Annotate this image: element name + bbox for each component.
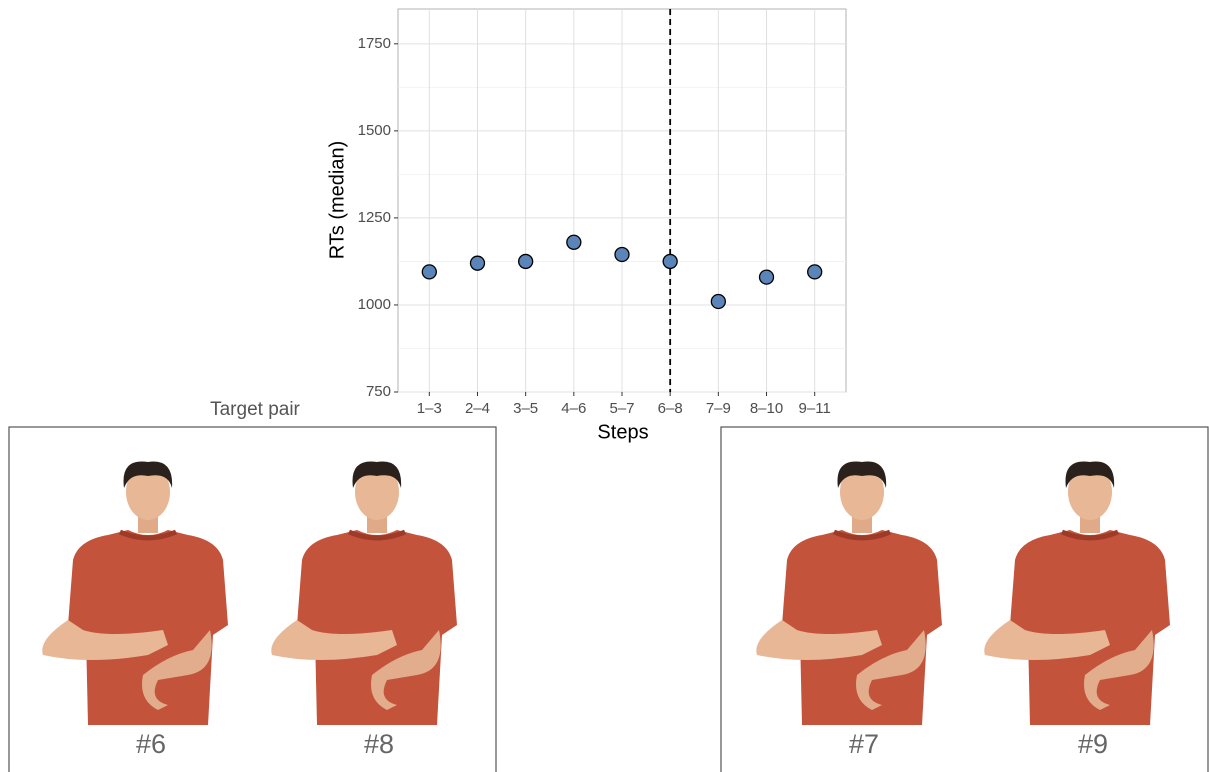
avatar bbox=[271, 462, 457, 725]
y-tick-label: 1250 bbox=[358, 209, 391, 226]
panel-box bbox=[8, 426, 497, 772]
point bbox=[518, 253, 534, 270]
avatar bbox=[756, 462, 942, 725]
point bbox=[710, 293, 726, 310]
x-tick-label: 5–7 bbox=[609, 400, 634, 417]
x-axis-title: Steps bbox=[597, 421, 648, 443]
stimulus-label: #9 bbox=[1078, 729, 1108, 759]
y-tick-label: 1500 bbox=[358, 122, 391, 139]
point bbox=[469, 255, 486, 271]
chart: 750 1000 1250 1500 1750 1–3 2–4 3–5 4–6 5–7 6–8 7–9… bbox=[358, 9, 846, 417]
point bbox=[614, 246, 630, 263]
x-tick-label: 7–9 bbox=[706, 400, 731, 417]
y-tick-label: 1750 bbox=[358, 35, 391, 52]
point bbox=[421, 264, 437, 280]
point bbox=[807, 264, 823, 280]
avatar bbox=[42, 462, 228, 725]
x-tick-label: 2–4 bbox=[465, 400, 490, 417]
panel-box bbox=[720, 426, 1209, 772]
stimulus-label: #8 bbox=[364, 729, 394, 759]
panel-title: Target pair bbox=[210, 399, 300, 420]
y-tick-label: 1000 bbox=[358, 296, 391, 313]
x-tick-label: 9–11 bbox=[799, 400, 831, 417]
stimulus-label: #6 bbox=[136, 729, 166, 759]
point bbox=[566, 234, 582, 250]
avatar bbox=[984, 462, 1170, 725]
point bbox=[758, 269, 775, 285]
stimulus-label: #7 bbox=[849, 729, 879, 759]
x-tick-label: 3–5 bbox=[513, 400, 538, 417]
x-tick-label: 6–8 bbox=[658, 400, 683, 417]
x-tick-label: 1–3 bbox=[417, 400, 442, 417]
x-tick-label: 8–10 bbox=[750, 400, 783, 417]
y-tick-label: 750 bbox=[366, 383, 391, 400]
x-tick-label: 4–6 bbox=[561, 400, 586, 417]
y-axis-title: RTs (median) bbox=[326, 141, 348, 260]
point bbox=[662, 253, 678, 270]
